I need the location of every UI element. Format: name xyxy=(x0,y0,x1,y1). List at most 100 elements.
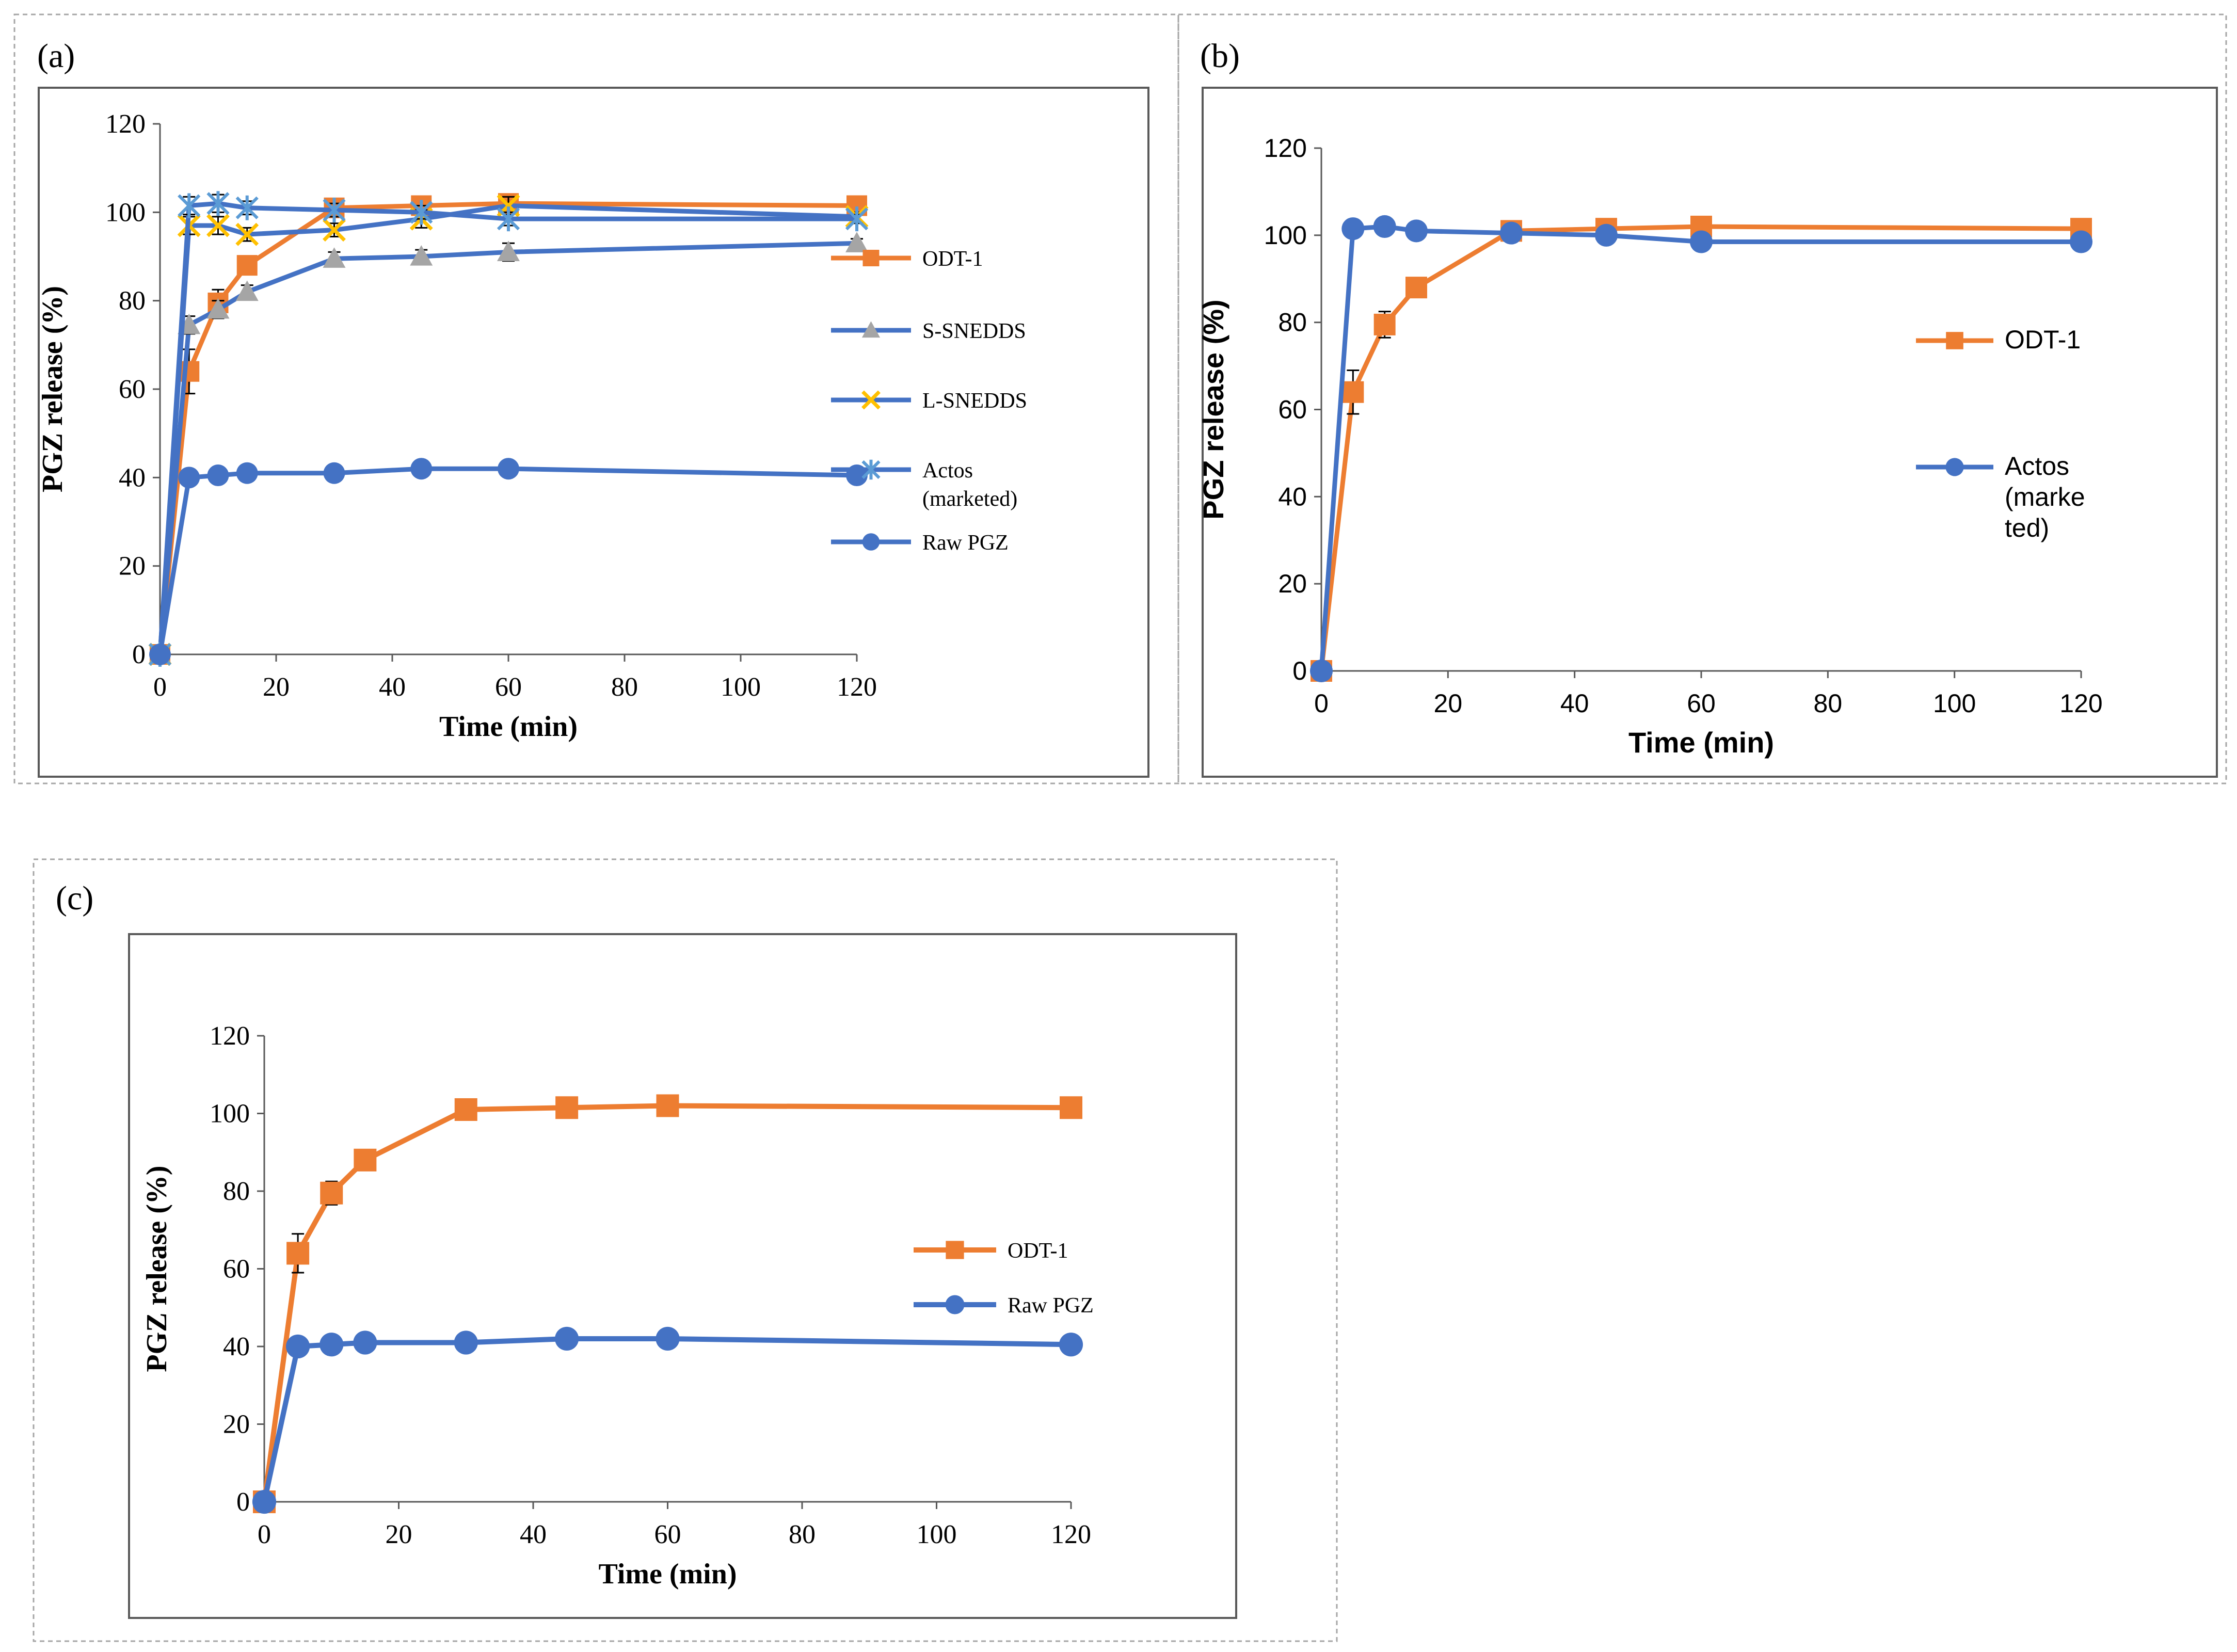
chart-a-x-tick-label: 100 xyxy=(721,672,761,702)
chart-a-legend-label: Actos (marketed) xyxy=(922,459,1017,511)
chart-c-data-point xyxy=(454,1098,477,1121)
chart-a-data-point xyxy=(206,298,230,319)
chart-c-data-point xyxy=(353,1330,377,1355)
panel-c-label: (c) xyxy=(56,879,93,917)
chart-a-series-s-snedds xyxy=(149,232,868,664)
chart-b-y-tick-label: 0 xyxy=(1292,656,1307,685)
chart-b-data-point xyxy=(1373,313,1396,335)
chart-a-y-tick-label: 0 xyxy=(132,640,146,669)
chart-a-data-point xyxy=(235,195,259,220)
chart-b-data-point xyxy=(1405,277,1427,299)
chart-c-data-point xyxy=(555,1096,579,1119)
chart-b-y-axis-title: PGZ release (%) xyxy=(1197,299,1229,519)
chart-c-data-point xyxy=(354,1148,377,1172)
chart-c-y-tick-label: 0 xyxy=(236,1487,250,1517)
panel-b-plot-area xyxy=(1202,87,2218,778)
chart-a-y-tick-label: 80 xyxy=(119,286,146,316)
chart-a-y-tick-label: 40 xyxy=(119,463,146,492)
chart-a-series-line xyxy=(157,201,857,655)
chart-c-x-tick-label: 40 xyxy=(520,1520,547,1549)
chart-a-series-actos-marketed xyxy=(148,191,869,667)
panel-c-plot-area xyxy=(128,933,1237,1619)
chart-a-y-tick-label: 20 xyxy=(119,552,146,581)
chart-c-y-tick-label: 20 xyxy=(223,1410,250,1439)
chart-a-data-point xyxy=(235,280,259,301)
chart-c-x-tick-label: 80 xyxy=(789,1520,816,1549)
chart-b-data-point xyxy=(1499,221,1523,245)
panel-c: (c) 0 20 40 60 80 100 120 0 20 40 60 80 100 120 Time (… xyxy=(33,858,1338,1642)
chart-b-x-tick-label: 0 xyxy=(1314,689,1329,718)
chart-a-x-tick-label: 120 xyxy=(837,672,877,702)
chart-c-legend-label: ODT-1 xyxy=(1008,1239,1068,1263)
chart-a-legend-item-actos-marketed: Actos (marketed) xyxy=(831,459,1017,511)
chart-b-legend-item-actos-marke-ted: Actos (marke ted) xyxy=(1916,452,2085,542)
chart-c-legend-marker xyxy=(946,1241,964,1259)
chart-a-data-point xyxy=(498,458,519,480)
chart-a-data-point xyxy=(323,247,346,268)
chart-c-data-point xyxy=(555,1326,579,1351)
chart-b: 0 20 40 60 80 100 120 0 20 40 60 80 100 120 Time (min)… xyxy=(1197,134,2103,759)
chart-a-legend-label: L-SNEDDS xyxy=(922,389,1027,413)
chart-b-data-point xyxy=(1404,219,1428,243)
chart-c-data-point xyxy=(1059,1333,1083,1357)
chart-c-data-point xyxy=(286,1242,310,1265)
chart-b-data-point xyxy=(1309,659,1333,683)
chart-a-data-point xyxy=(845,206,869,232)
chart-c-data-point xyxy=(656,1094,679,1117)
chart-b-data-point xyxy=(2069,230,2093,253)
chart-c-y-tick-label: 120 xyxy=(210,1021,250,1051)
chart-b-x-tick-label: 60 xyxy=(1687,689,1716,718)
chart-a-x-axis-title: Time (min) xyxy=(439,711,578,743)
chart-b-y-tick-label: 60 xyxy=(1278,395,1307,424)
chart-c-data-point xyxy=(320,1181,343,1205)
chart-b-x-tick-label: 80 xyxy=(1814,689,1843,718)
chart-c-data-point xyxy=(454,1330,478,1355)
chart-a-legend-item-raw-pgz: Raw PGZ xyxy=(831,531,1009,555)
chart-a-y-tick-label: 120 xyxy=(105,109,146,139)
panel-a: (a) 0 20 40 60 80 100 120 0 20 40 60 80 100 120 Time (… xyxy=(13,13,1179,784)
chart-a-x-tick-label: 80 xyxy=(611,672,638,702)
chart-c-x-tick-label: 60 xyxy=(654,1520,681,1549)
chart-c-legend-item-raw-pgz: Raw PGZ xyxy=(914,1294,1094,1318)
chart-a-data-point xyxy=(236,462,258,484)
chart-c-x-axis-title: Time (min) xyxy=(598,1558,737,1590)
chart-a-data-point xyxy=(178,193,201,218)
chart-a-legend-marker xyxy=(861,390,881,410)
chart-a-legend-item-s-snedds: S-SNEDDS xyxy=(831,319,1026,343)
chart-a-legend-label: Raw PGZ xyxy=(922,531,1009,555)
chart-a-x-tick-label: 20 xyxy=(263,672,290,702)
chart-c-data-point xyxy=(656,1326,680,1351)
chart-c-legend-marker xyxy=(945,1295,965,1314)
panel-c-frame xyxy=(33,858,1338,1642)
chart-a-legend-marker xyxy=(861,459,881,480)
chart-a-data-point xyxy=(410,200,433,225)
chart-b-series-odt-1 xyxy=(1311,215,2092,682)
chart-b-series-line xyxy=(1319,224,2082,671)
chart-b-legend-label: Actos (marke ted) xyxy=(2005,452,2085,542)
chart-a-data-point xyxy=(235,222,259,246)
chart-c-x-tick-label: 20 xyxy=(386,1520,412,1549)
chart-b-x-axis-title: Time (min) xyxy=(1628,726,1774,759)
chart-a-y-tick-label: 60 xyxy=(119,375,146,404)
chart-c-data-point xyxy=(286,1334,310,1359)
panel-b-frame xyxy=(1177,13,2227,784)
chart-c-legend-label: Raw PGZ xyxy=(1008,1294,1094,1318)
chart-c-data-point xyxy=(1060,1096,1082,1119)
panel-b-label: (b) xyxy=(1200,37,1240,75)
chart-a-data-point xyxy=(323,198,346,223)
chart-b-data-point xyxy=(1594,223,1618,247)
chart-a-data-point xyxy=(178,467,200,489)
chart-a-data-point xyxy=(845,232,868,252)
chart-a-series-line xyxy=(157,203,857,655)
chart-b-series-actos-marke-ted xyxy=(1309,215,2093,683)
chart-a-legend-marker xyxy=(862,250,880,266)
chart-b-y-tick-label: 120 xyxy=(1264,134,1307,163)
chart-a: 0 20 40 60 80 100 120 0 20 40 60 80 100 120 Time (min)… xyxy=(37,109,1027,743)
chart-c-x-tick-label: 0 xyxy=(258,1520,271,1549)
chart-b-data-point xyxy=(1373,215,1396,238)
chart-a-legend-marker xyxy=(861,321,881,338)
chart-a-data-point xyxy=(207,464,229,487)
chart-a-data-point xyxy=(323,462,345,484)
chart-c-data-point xyxy=(319,1333,344,1357)
chart-a-legend-item-odt-1: ODT-1 xyxy=(831,247,983,271)
